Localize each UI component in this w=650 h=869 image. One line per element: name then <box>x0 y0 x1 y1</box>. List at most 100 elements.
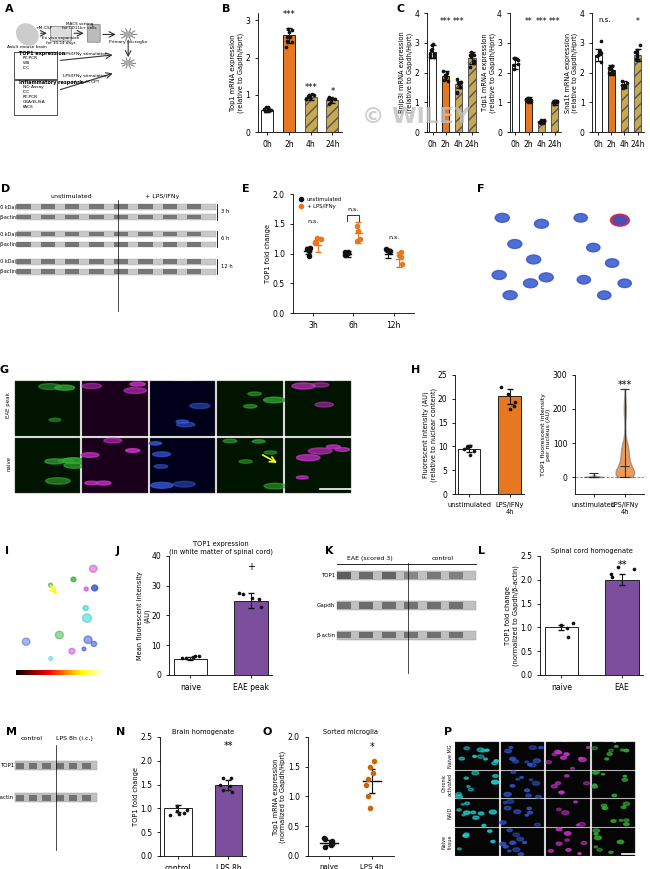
Point <box>352 235 363 249</box>
Ellipse shape <box>528 764 532 766</box>
Ellipse shape <box>81 453 99 457</box>
Point <box>429 50 439 63</box>
Ellipse shape <box>597 848 603 852</box>
Point <box>455 80 465 94</box>
Ellipse shape <box>473 816 479 819</box>
Text: β-actin: β-actin <box>0 242 16 247</box>
Point <box>310 236 320 250</box>
Ellipse shape <box>612 794 617 797</box>
Title: Sorted microglia: Sorted microglia <box>323 729 378 735</box>
Ellipse shape <box>472 771 479 775</box>
Text: N: N <box>116 727 125 738</box>
Point <box>497 381 507 395</box>
Point <box>592 49 602 63</box>
Ellipse shape <box>534 219 549 229</box>
Bar <box>150 438 215 493</box>
Ellipse shape <box>513 833 519 836</box>
Ellipse shape <box>508 850 511 852</box>
Point <box>304 249 315 262</box>
Point <box>324 91 335 105</box>
Ellipse shape <box>482 825 486 826</box>
Text: ***: *** <box>440 17 452 25</box>
Point <box>304 90 315 104</box>
Point <box>618 79 629 93</box>
Bar <box>89 259 104 264</box>
Point <box>380 242 391 256</box>
Ellipse shape <box>594 846 597 848</box>
Bar <box>82 794 91 801</box>
Bar <box>40 215 55 219</box>
Text: control: control <box>432 555 454 561</box>
Bar <box>83 381 148 435</box>
Point <box>467 45 477 59</box>
Bar <box>218 381 283 435</box>
Bar <box>382 632 396 639</box>
Ellipse shape <box>506 799 514 804</box>
Text: RT-PCR: RT-PCR <box>23 95 38 99</box>
Point <box>394 249 404 262</box>
Point <box>301 92 311 106</box>
Ellipse shape <box>83 614 92 622</box>
Bar <box>89 242 104 247</box>
Ellipse shape <box>592 786 597 788</box>
Ellipse shape <box>623 802 630 806</box>
Text: ***: *** <box>304 83 317 92</box>
Text: WB: WB <box>23 62 30 65</box>
Ellipse shape <box>594 771 600 773</box>
Point <box>326 834 337 848</box>
Bar <box>15 761 98 770</box>
Bar <box>42 762 51 769</box>
Ellipse shape <box>571 767 575 769</box>
Point <box>595 34 606 48</box>
Ellipse shape <box>55 385 75 390</box>
Bar <box>40 232 55 236</box>
Bar <box>456 828 499 856</box>
FancyBboxPatch shape <box>14 80 57 115</box>
Point <box>283 22 293 36</box>
Ellipse shape <box>546 760 551 764</box>
Text: *: * <box>370 741 374 752</box>
Ellipse shape <box>601 773 604 775</box>
Text: E: E <box>242 184 250 195</box>
Ellipse shape <box>618 840 623 844</box>
Ellipse shape <box>265 451 277 454</box>
Point <box>469 48 480 62</box>
Ellipse shape <box>623 775 627 777</box>
Point <box>438 63 448 77</box>
Ellipse shape <box>239 460 252 463</box>
Bar <box>138 269 153 274</box>
Point <box>304 244 314 258</box>
Point <box>343 247 354 261</box>
Point <box>536 113 546 127</box>
Point <box>549 94 560 108</box>
Text: H: H <box>411 366 420 375</box>
Bar <box>17 204 216 210</box>
Point <box>465 448 475 462</box>
Point <box>181 804 192 818</box>
Bar <box>359 632 373 639</box>
Point <box>469 56 479 70</box>
Ellipse shape <box>489 810 497 814</box>
Point <box>607 59 618 73</box>
Ellipse shape <box>514 810 521 813</box>
Point <box>618 81 628 95</box>
Bar <box>456 771 499 799</box>
Ellipse shape <box>478 812 484 815</box>
Point <box>282 34 293 48</box>
Point <box>526 93 536 107</box>
Ellipse shape <box>527 807 532 810</box>
Text: Hoechst: Hoechst <box>172 377 194 381</box>
Ellipse shape <box>614 216 627 224</box>
Ellipse shape <box>525 814 528 816</box>
Point <box>442 66 452 80</box>
Point <box>343 245 353 259</box>
Ellipse shape <box>154 465 168 468</box>
Ellipse shape <box>223 439 237 443</box>
Point <box>306 90 316 104</box>
Ellipse shape <box>478 755 484 759</box>
Bar <box>164 808 192 856</box>
Point <box>603 62 614 76</box>
Bar <box>285 381 350 435</box>
Point <box>172 804 183 818</box>
Ellipse shape <box>292 383 315 389</box>
